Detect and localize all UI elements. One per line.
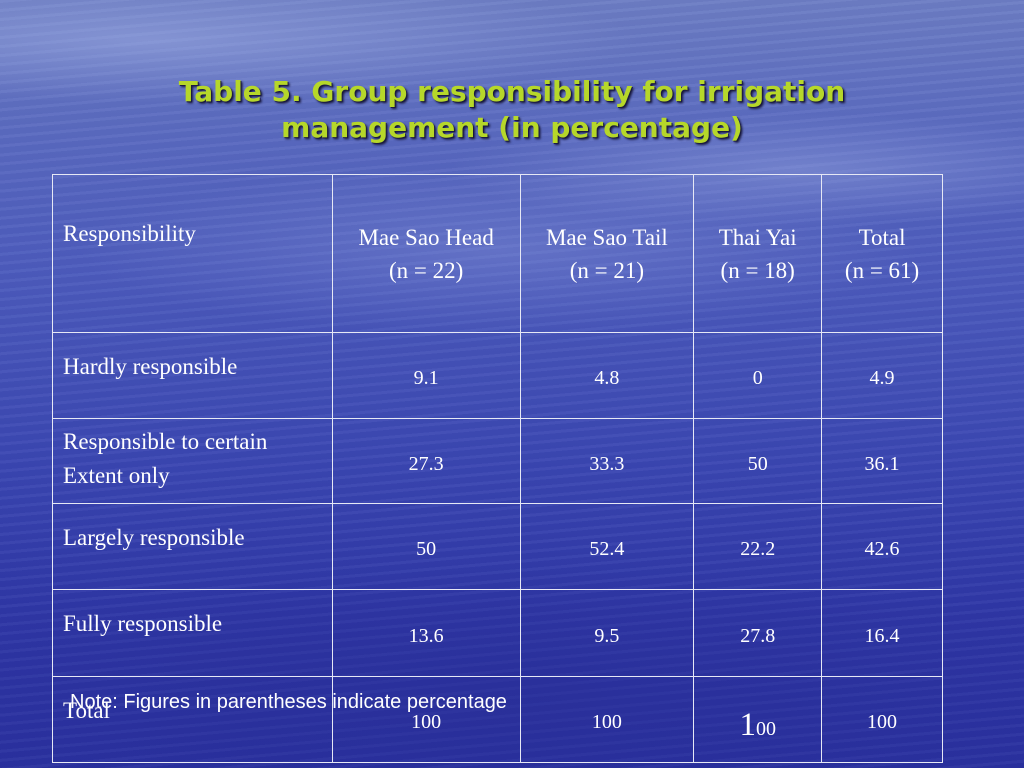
table-row-total: Total 100 100 100 100	[52, 676, 943, 763]
table-cell: 100	[693, 676, 823, 763]
row-label-text: Total	[63, 698, 110, 723]
table-cell: 22.2	[693, 503, 823, 590]
cell-value-rest: 00	[755, 718, 776, 740]
header-mae-sao-head: Mae Sao Head (n = 22)	[331, 174, 521, 333]
row-label: Fully responsible	[52, 589, 333, 677]
table-cell: 4.9	[821, 332, 943, 419]
table-cell: 27.3	[331, 418, 521, 504]
slide-title-line-1: Table 5. Group responsibility for irriga…	[178, 75, 846, 108]
row-label: Hardly responsible	[52, 332, 333, 419]
header-thai-yai-name: Thai Yai	[718, 224, 797, 250]
row-label-text: Largely responsible	[63, 525, 245, 550]
table-row: Largely responsible 50 52.4 22.2 42.6	[52, 503, 943, 590]
cell-value: 9.5	[594, 624, 620, 647]
cell-value-big-digit: 1	[739, 707, 756, 743]
table-cell: 16.4	[821, 589, 943, 677]
cell-value: 100	[591, 711, 622, 733]
cell-value: 50	[747, 452, 768, 475]
table-cell: 36.1	[821, 418, 943, 504]
cell-value: 100	[867, 711, 898, 733]
table-cell: 13.6	[331, 589, 521, 677]
cell-value: 42.6	[864, 538, 900, 560]
table-row: Responsible to certain Extent only 27.3 …	[52, 418, 943, 504]
cell-value: 36.1	[864, 452, 900, 475]
row-label: Total	[52, 676, 333, 763]
cell-value: 4.9	[869, 367, 895, 389]
table-cell: 50	[331, 503, 521, 590]
cell-value: 52.4	[589, 538, 625, 560]
row-label-text: Fully responsible	[63, 611, 223, 636]
table-row: Fully responsible 13.6 9.5 27.8 16.4	[52, 589, 943, 677]
cell-value: 9.1	[413, 367, 439, 389]
cell-value: 27.8	[740, 624, 776, 647]
row-label: Largely responsible	[52, 503, 333, 590]
cell-value: 33.3	[589, 452, 625, 475]
table-cell: 33.3	[519, 418, 695, 504]
table-note: Note: Figures in parentheses indicate pe…	[70, 691, 507, 713]
cell-value: 0	[752, 367, 763, 389]
table-row: Hardly responsible 9.1 4.8 0 4.9	[52, 332, 943, 419]
cell-value: 4.8	[594, 367, 620, 389]
header-mae-sao-tail-n: (n = 21)	[569, 257, 645, 283]
row-label-text: Hardly responsible	[63, 354, 238, 379]
table-cell: 9.5	[519, 589, 695, 677]
cell-value: 22.2	[740, 538, 776, 560]
row-label: Responsible to certain Extent only	[52, 418, 333, 504]
cell-value: 50	[416, 538, 437, 560]
table-cell: 0	[693, 332, 823, 419]
table-cell: 27.8	[693, 589, 823, 677]
header-thai-yai-n: (n = 18)	[720, 257, 795, 283]
header-mae-sao-tail-name: Mae Sao Tail	[545, 224, 668, 250]
table-cell: 100	[821, 676, 943, 763]
header-mae-sao-head-n: (n = 22)	[388, 257, 464, 283]
table-cell: 100	[331, 676, 521, 763]
cell-value: 13.6	[408, 624, 444, 647]
slide-title-line-2: management (in percentage)	[281, 111, 743, 144]
header-mae-sao-tail: Mae Sao Tail (n = 21)	[519, 174, 695, 333]
table-cell: 100	[519, 676, 695, 763]
cell-value: 100	[411, 711, 442, 733]
header-responsibility: Responsibility	[52, 174, 333, 333]
table-cell: 9.1	[331, 332, 521, 419]
table-cell: 42.6	[821, 503, 943, 590]
header-total: Total (n = 61)	[821, 174, 943, 333]
table-header-row: Responsibility Mae Sao Head (n = 22) Mae…	[52, 174, 943, 333]
table-cell: 4.8	[519, 332, 695, 419]
table-cell: 50	[693, 418, 823, 504]
slide-title: Table 5. Group responsibility for irriga…	[60, 74, 964, 146]
header-thai-yai: Thai Yai (n = 18)	[693, 174, 823, 333]
cell-value: 16.4	[864, 624, 900, 647]
responsibility-table: Responsibility Mae Sao Head (n = 22) Mae…	[52, 174, 943, 763]
header-total-n: (n = 61)	[844, 257, 920, 283]
row-label-line-2: Extent only	[63, 463, 170, 488]
header-total-name: Total	[858, 224, 906, 250]
cell-value-thai-yai-total: 100	[739, 701, 776, 744]
row-label-line-1: Responsible to certain	[63, 429, 268, 454]
cell-value: 27.3	[408, 452, 444, 475]
header-mae-sao-head-name: Mae Sao Head	[358, 224, 494, 250]
table-cell: 52.4	[519, 503, 695, 590]
